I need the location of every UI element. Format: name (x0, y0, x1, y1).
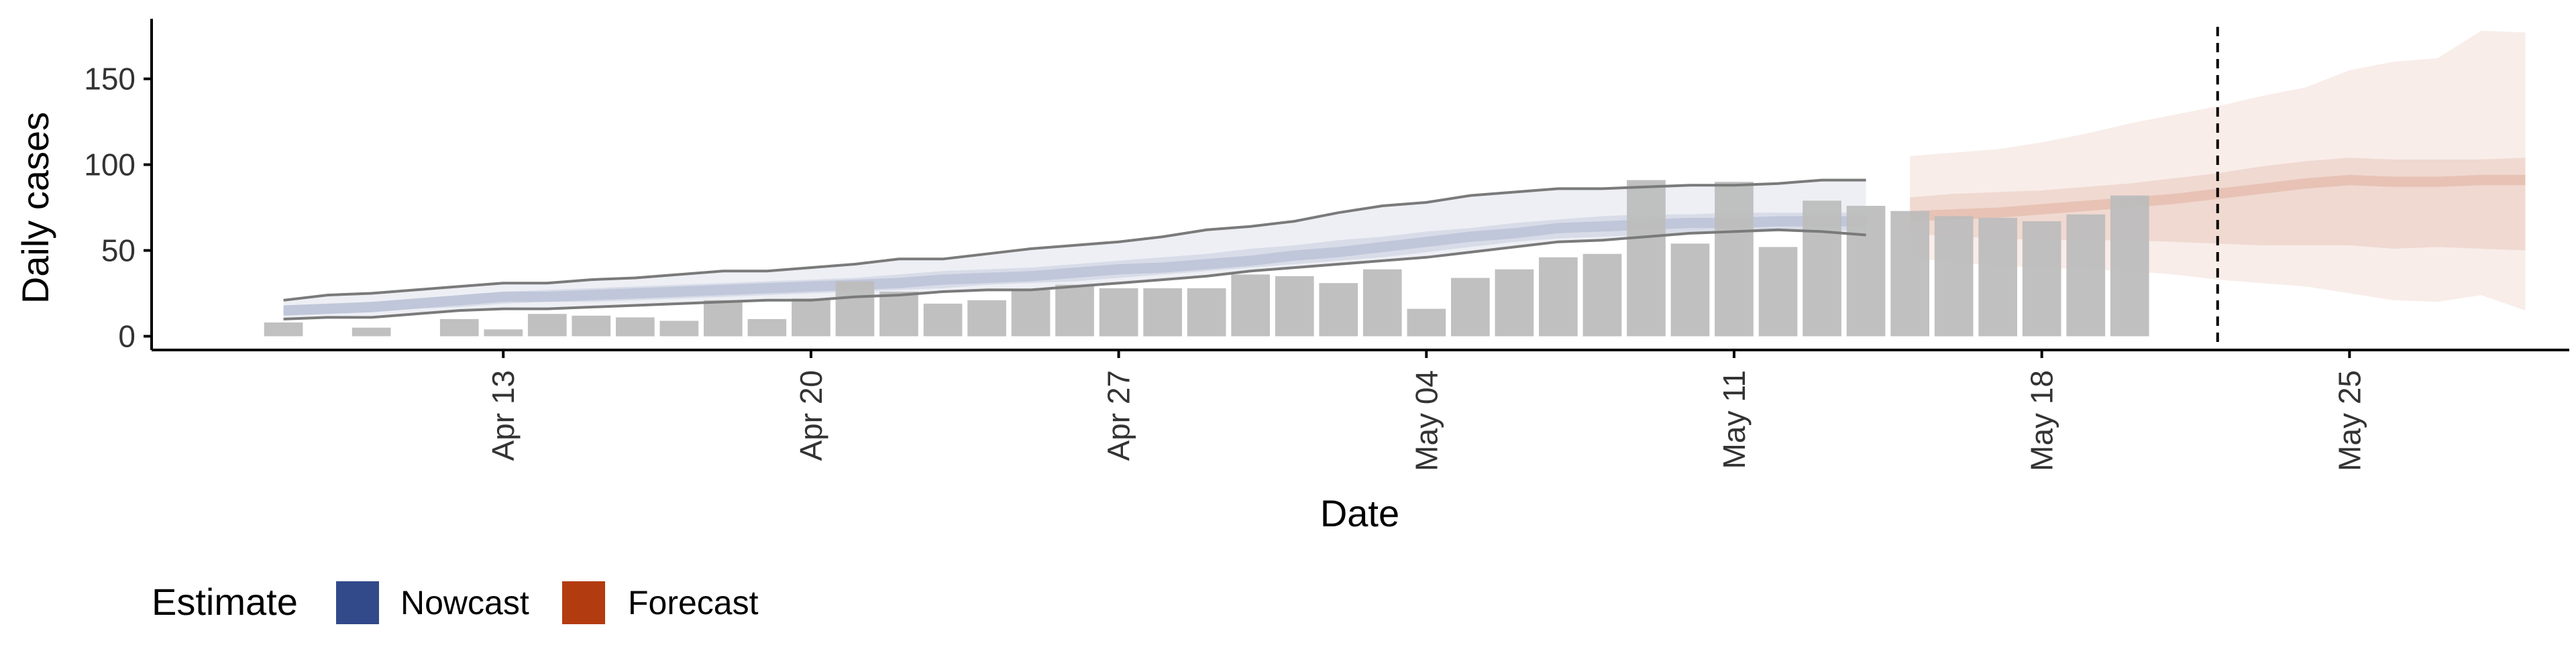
case-bar (1627, 180, 1666, 337)
case-bar (747, 318, 787, 337)
case-bar (484, 329, 523, 337)
nowcast-band-50 (283, 213, 1866, 316)
case-bar (1362, 269, 1402, 337)
legend-swatch-forecast (562, 581, 605, 624)
forecast-median-band (1910, 174, 2526, 221)
y-tick-label: 150 (84, 62, 136, 97)
case-bar (1539, 257, 1578, 337)
case-bar (2110, 195, 2149, 337)
nowcast-median-band (283, 216, 1866, 316)
y-axis-title: Daily cases (14, 112, 56, 304)
case-bar (967, 300, 1006, 337)
legend-label-forecast: Forecast (628, 584, 759, 622)
case-bar (923, 303, 963, 337)
case-bars (264, 180, 2149, 337)
x-tick-label: Apr 13 (486, 370, 521, 461)
case-bar (659, 320, 699, 337)
x-tick-label: May 04 (1409, 370, 1444, 471)
case-bar (264, 322, 303, 337)
legend: Estimate Nowcast Forecast (152, 581, 759, 624)
case-bar (792, 298, 830, 337)
case-bar (1451, 278, 1490, 337)
legend-swatch-nowcast (336, 581, 379, 624)
nowcast-band-90 (283, 180, 1866, 319)
case-bar (1803, 200, 1841, 337)
case-bar (1099, 288, 1138, 337)
case-bar (352, 327, 391, 337)
case-bar (1890, 211, 1929, 337)
case-bar (835, 281, 875, 337)
axes: 0 50 100 150 Apr 13 Apr 20 Apr 27 May 04 May 11 M… (84, 19, 2569, 471)
nowcast-upper-bound-line (283, 178, 1866, 302)
case-bar (1495, 269, 1534, 337)
case-bar (1934, 216, 1974, 337)
case-bar (1582, 253, 1622, 337)
case-bar (439, 318, 479, 337)
case-bar (2022, 221, 2061, 337)
case-bar (527, 314, 567, 337)
case-bar (1143, 288, 1182, 337)
case-bar (1231, 274, 1270, 337)
y-tick-label: 100 (84, 148, 136, 182)
case-bar (1758, 247, 1798, 337)
legend-title: Estimate (152, 581, 298, 623)
case-bar (572, 315, 611, 337)
case-bar (1055, 284, 1094, 337)
x-tick-label: May 11 (1717, 370, 1752, 469)
case-bar (1187, 288, 1226, 337)
case-bar (1978, 217, 2017, 337)
case-bar (1011, 290, 1051, 337)
x-tick-label: May 25 (2332, 370, 2367, 471)
x-tick-label: Apr 20 (794, 370, 828, 461)
case-bar (1670, 243, 1710, 337)
uncertainty-bands (283, 30, 2526, 319)
case-bar (616, 317, 655, 337)
x-axis-title: Date (1320, 492, 1399, 534)
legend-label-nowcast: Nowcast (400, 584, 529, 622)
case-bar (1846, 206, 1886, 337)
case-bar (1407, 308, 1446, 337)
case-bar (879, 292, 918, 337)
case-bar (1319, 283, 1358, 337)
case-bar (1715, 182, 1754, 337)
case-bar (704, 300, 743, 337)
forecast-band-90 (1910, 30, 2526, 311)
x-tick-label: Apr 27 (1102, 370, 1136, 461)
x-tick-label: May 18 (2025, 370, 2059, 471)
case-bar (1275, 276, 1314, 337)
nowcast-lower-bound-line (283, 228, 1866, 320)
case-bar (2066, 214, 2106, 337)
y-tick-label: 50 (101, 233, 136, 268)
nowcast-bound-lines (283, 178, 1866, 320)
y-tick-label: 0 (118, 319, 136, 354)
